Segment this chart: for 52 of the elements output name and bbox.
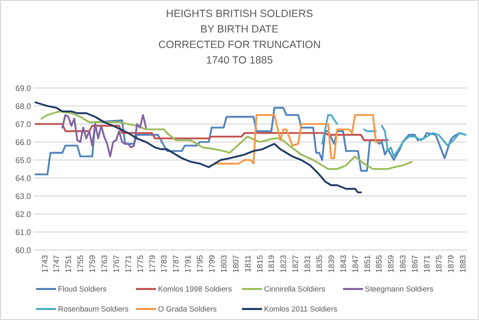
y-tick-label: 60.0 [15, 246, 32, 255]
x-tick-label: 1743 [40, 254, 50, 273]
line-series [34, 102, 362, 194]
x-tick-label: 1747 [52, 254, 62, 273]
x-tick-label: 1883 [458, 254, 468, 273]
x-tick-label: 1855 [374, 254, 384, 273]
x-tick-label: 1751 [64, 254, 74, 273]
line-series [61, 114, 147, 158]
x-tick-label: 1811 [243, 254, 252, 272]
x-tick-label: 1847 [350, 254, 360, 273]
x-tick-label: 1759 [88, 254, 98, 273]
y-tick-label: 64.0 [15, 174, 32, 183]
x-tick-label: 1863 [398, 254, 408, 273]
y-tick-label: 63.0 [15, 192, 32, 201]
x-tick-label: 1867 [410, 254, 420, 273]
x-tick-label: 1831 [303, 254, 312, 273]
y-tick-label: 66.0 [15, 138, 32, 147]
y-tick-label: 67.0 [15, 120, 32, 129]
x-tick-label: 1755 [76, 254, 86, 273]
x-tick-label: 1839 [326, 254, 336, 273]
x-tick-label: 1879 [446, 254, 456, 273]
line-series [40, 110, 413, 170]
line-series [34, 123, 389, 142]
x-tick-label: 1775 [136, 254, 145, 273]
x-tick-label: 1819 [267, 254, 276, 273]
x-tick-label: 1799 [207, 254, 216, 273]
x-tick-label: 1843 [338, 254, 348, 273]
x-tick-label: 1815 [255, 254, 264, 273]
y-tick-label: 69.0 [15, 84, 32, 93]
line-series [214, 114, 380, 164]
x-tick-label: 1771 [124, 254, 133, 273]
x-tick-label: 1835 [314, 254, 324, 273]
x-tick-label: 1783 [160, 254, 169, 273]
y-tick-label: 61.0 [15, 228, 32, 237]
x-tick-label: 1787 [172, 254, 181, 273]
x-tick-label: 1875 [434, 254, 444, 273]
x-tick-label: 1763 [100, 254, 109, 273]
x-tick-label: 1823 [279, 254, 288, 273]
x-tick-label: 1827 [291, 254, 300, 273]
y-tick-label: 65.0 [15, 156, 32, 165]
y-tick-label: 68.0 [15, 102, 32, 111]
x-tick-label: 1807 [231, 254, 240, 273]
x-tick-label: 1791 [184, 254, 193, 273]
y-tick-label: 62.0 [15, 210, 32, 219]
x-tick-label: 1795 [196, 254, 205, 273]
x-tick-label: 1779 [148, 254, 157, 273]
x-tick-label: 1859 [386, 254, 396, 273]
x-tick-label: 1871 [422, 254, 432, 273]
x-tick-label: 1851 [362, 254, 372, 273]
x-tick-label: 1767 [112, 254, 121, 273]
x-tick-label: 1803 [219, 254, 228, 273]
chart-title: HEIGHTS BRITISH SOLDIERS BY BIRTH DATE CORRECTED FOR TRUNCATION 1740 TO 1885 [158, 8, 321, 66]
